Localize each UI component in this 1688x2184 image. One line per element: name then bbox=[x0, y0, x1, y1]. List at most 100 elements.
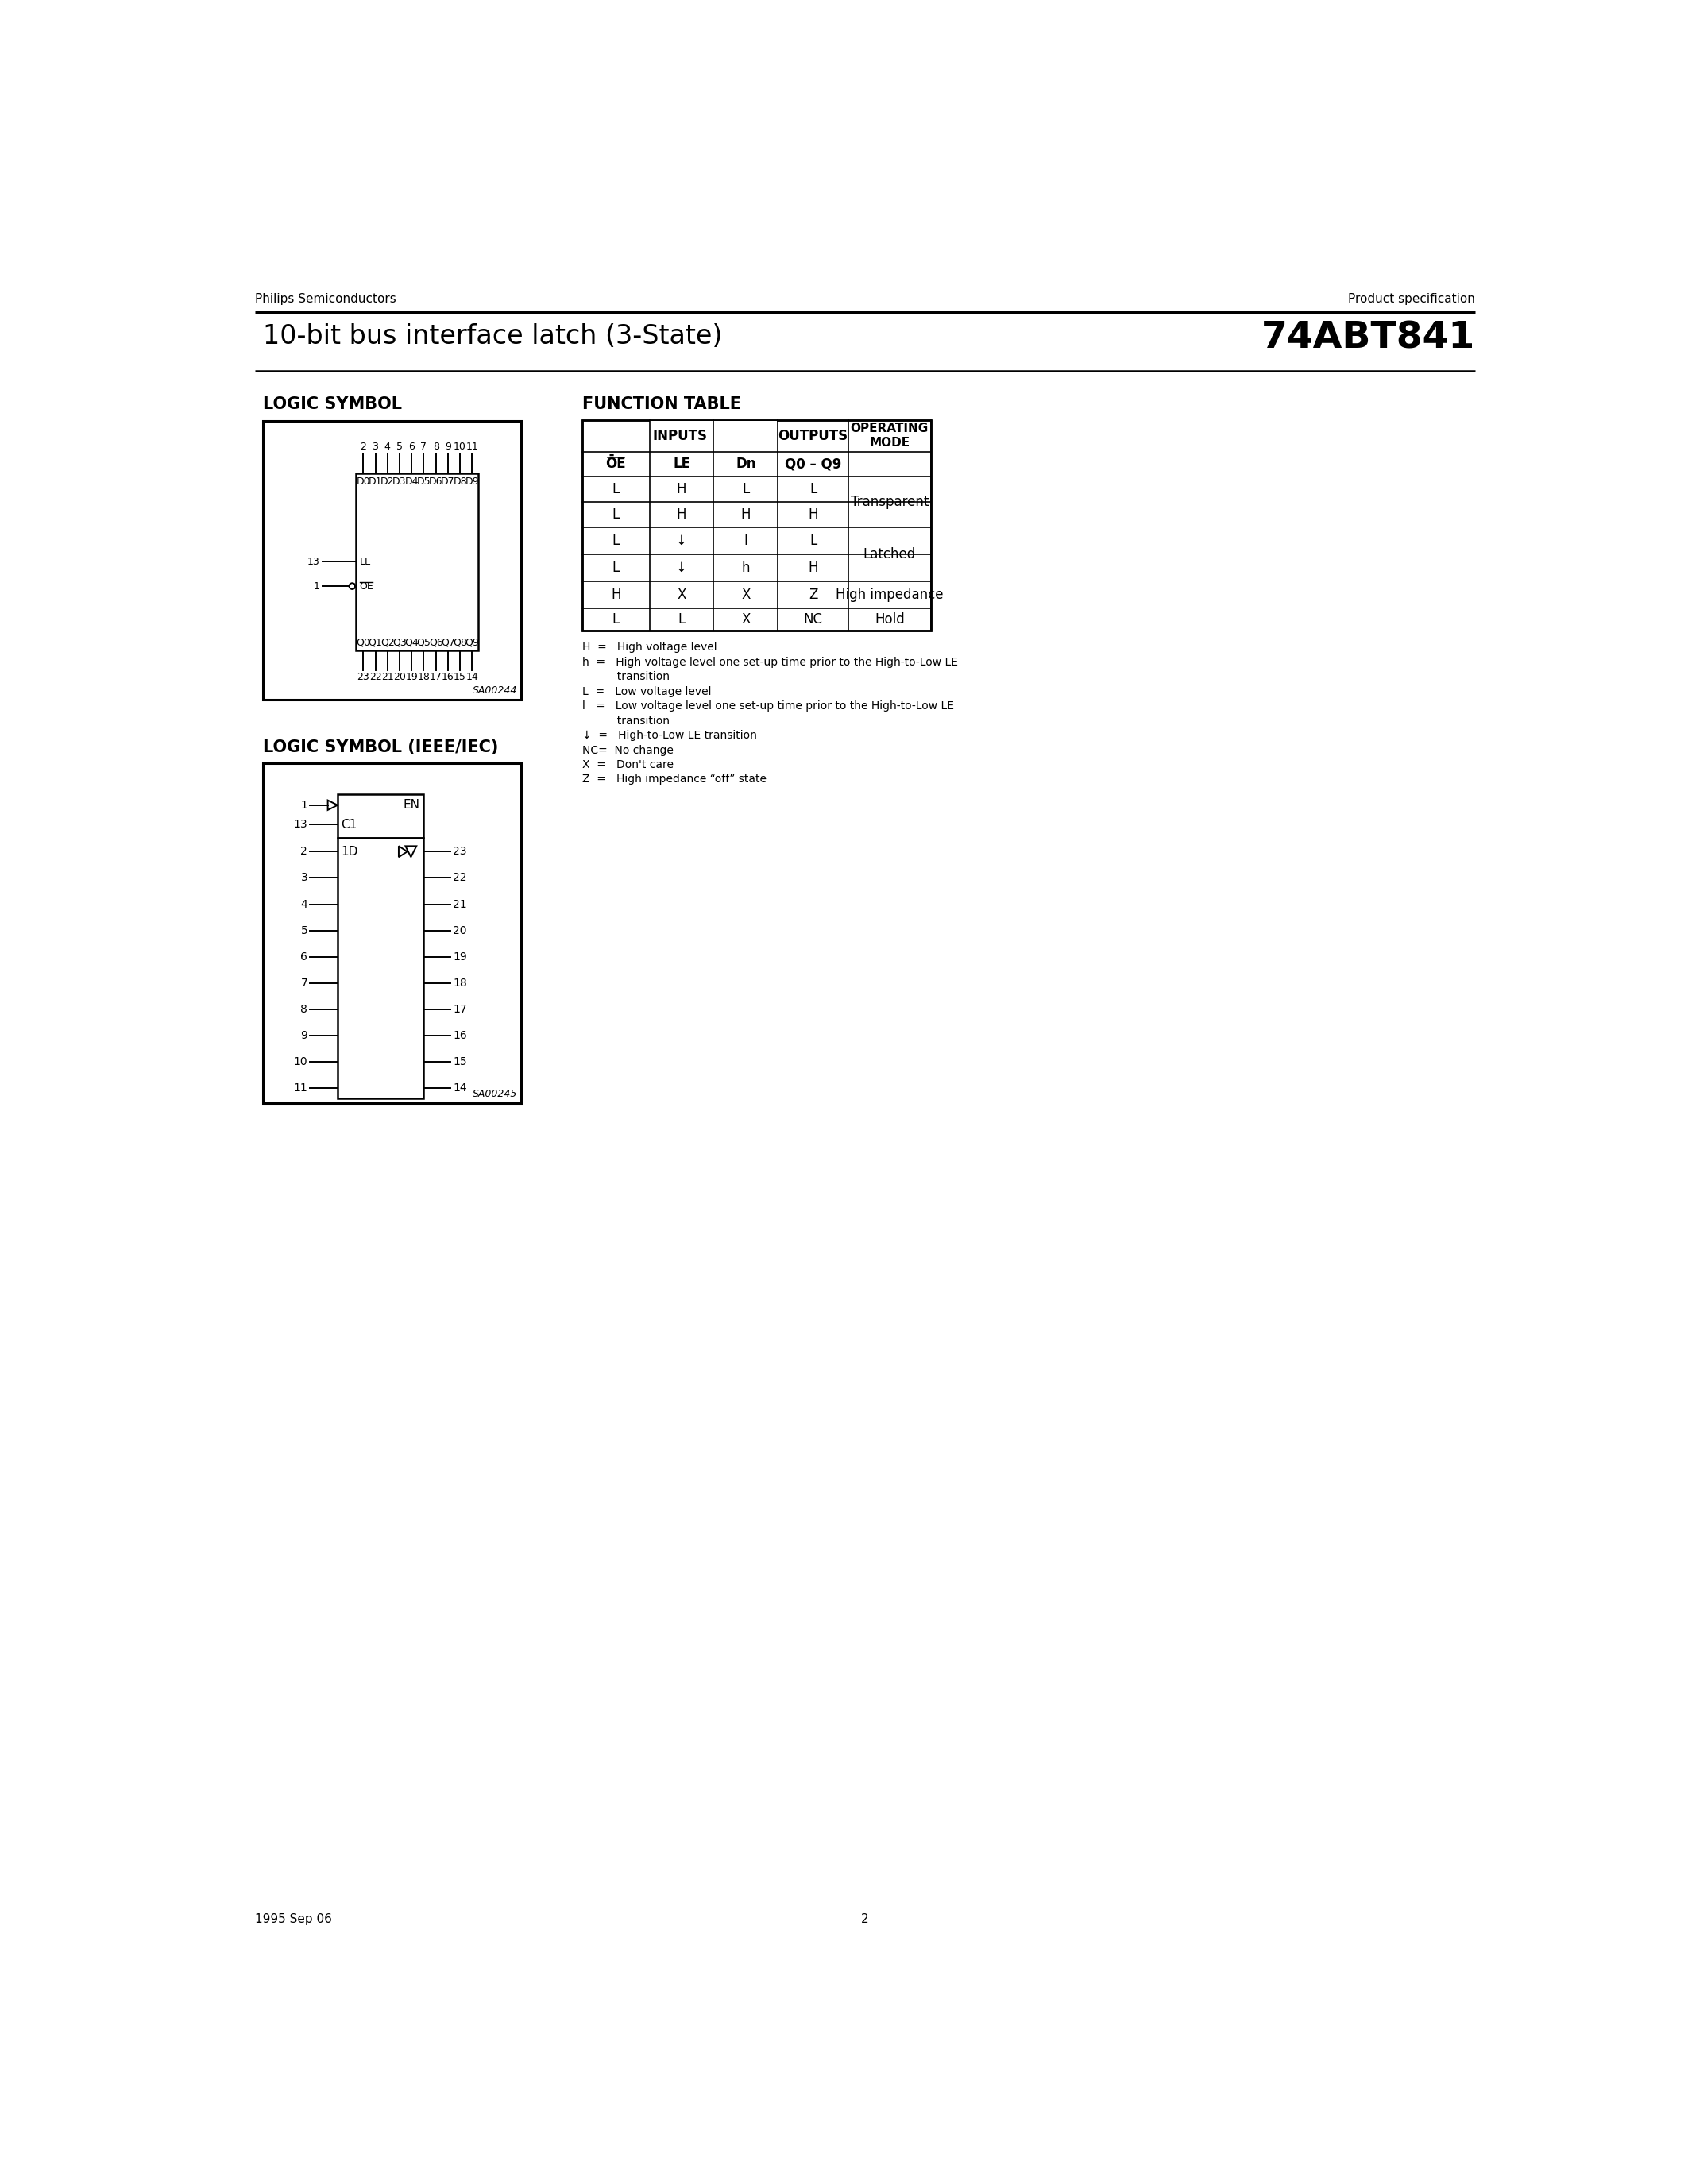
Text: 18: 18 bbox=[417, 673, 430, 681]
Text: Latched: Latched bbox=[863, 548, 917, 561]
Bar bbox=[338, 839, 424, 1099]
Text: Q8: Q8 bbox=[452, 638, 468, 646]
Text: 5: 5 bbox=[397, 441, 403, 452]
Text: D6: D6 bbox=[429, 476, 442, 487]
Text: Q4: Q4 bbox=[405, 638, 419, 646]
Text: 1: 1 bbox=[300, 799, 307, 810]
Text: 11: 11 bbox=[294, 1083, 307, 1094]
Text: D3: D3 bbox=[393, 476, 407, 487]
Text: 22: 22 bbox=[370, 673, 381, 681]
Text: H: H bbox=[677, 483, 687, 496]
Text: LOGIC SYMBOL (IEEE/IEC): LOGIC SYMBOL (IEEE/IEC) bbox=[263, 738, 498, 756]
Text: 18: 18 bbox=[452, 978, 468, 989]
Text: transition: transition bbox=[582, 670, 670, 681]
Text: 74ABT841: 74ABT841 bbox=[1261, 321, 1475, 356]
Text: 13: 13 bbox=[294, 819, 307, 830]
Bar bbox=[263, 764, 522, 1103]
Text: h  =   High voltage level one set-up time prior to the High-to-Low LE: h = High voltage level one set-up time p… bbox=[582, 657, 959, 668]
Text: Q7: Q7 bbox=[441, 638, 456, 646]
Text: FUNCTION TABLE: FUNCTION TABLE bbox=[582, 397, 741, 413]
Text: 10: 10 bbox=[294, 1057, 307, 1068]
Bar bbox=[338, 795, 424, 839]
Text: 2: 2 bbox=[861, 1913, 869, 1926]
Text: 2: 2 bbox=[360, 441, 366, 452]
Text: 14: 14 bbox=[466, 673, 478, 681]
Text: High impedance: High impedance bbox=[836, 587, 944, 603]
Text: 23: 23 bbox=[452, 845, 468, 856]
Bar bbox=[356, 474, 478, 651]
Text: 1: 1 bbox=[314, 581, 319, 592]
Text: 9: 9 bbox=[446, 441, 451, 452]
Text: Q5: Q5 bbox=[417, 638, 430, 646]
Text: 21: 21 bbox=[452, 898, 468, 911]
Text: X: X bbox=[677, 587, 685, 603]
Text: L: L bbox=[613, 561, 619, 574]
Text: 6: 6 bbox=[300, 952, 307, 963]
Text: 15: 15 bbox=[454, 673, 466, 681]
Text: 20: 20 bbox=[452, 924, 468, 937]
Text: l   =   Low voltage level one set-up time prior to the High-to-Low LE: l = Low voltage level one set-up time pr… bbox=[582, 701, 954, 712]
Text: ↓: ↓ bbox=[677, 533, 687, 548]
Text: NC=  No change: NC= No change bbox=[582, 745, 674, 756]
Text: 13: 13 bbox=[307, 557, 319, 568]
Text: 20: 20 bbox=[393, 673, 405, 681]
Text: 19: 19 bbox=[452, 952, 468, 963]
Text: X: X bbox=[741, 587, 751, 603]
Text: 16: 16 bbox=[442, 673, 454, 681]
Text: H  =   High voltage level: H = High voltage level bbox=[582, 642, 717, 653]
Text: EN: EN bbox=[403, 799, 420, 810]
Text: Philips Semiconductors: Philips Semiconductors bbox=[255, 293, 397, 304]
Text: 7: 7 bbox=[300, 978, 307, 989]
Text: L: L bbox=[613, 533, 619, 548]
Text: OPERATING
MODE: OPERATING MODE bbox=[851, 424, 928, 448]
Text: L: L bbox=[810, 483, 817, 496]
Text: 8: 8 bbox=[300, 1005, 307, 1016]
Text: SA00245: SA00245 bbox=[473, 1090, 518, 1099]
Text: 2: 2 bbox=[300, 845, 307, 856]
Text: LOGIC SYMBOL: LOGIC SYMBOL bbox=[263, 397, 402, 413]
Text: 9: 9 bbox=[300, 1031, 307, 1042]
Bar bbox=[582, 419, 930, 631]
Text: Q2: Q2 bbox=[380, 638, 395, 646]
Text: Z: Z bbox=[809, 587, 817, 603]
Text: Q0 – Q9: Q0 – Q9 bbox=[785, 456, 841, 472]
Text: H: H bbox=[677, 507, 687, 522]
Text: C1: C1 bbox=[341, 819, 358, 830]
Text: H: H bbox=[809, 561, 819, 574]
Text: D1: D1 bbox=[368, 476, 381, 487]
Text: H: H bbox=[611, 587, 621, 603]
Text: OUTPUTS: OUTPUTS bbox=[778, 428, 847, 443]
Text: Transparent: Transparent bbox=[851, 494, 928, 509]
Text: transition: transition bbox=[582, 714, 670, 727]
Text: Q0: Q0 bbox=[356, 638, 370, 646]
Text: l: l bbox=[744, 533, 748, 548]
Text: Q1: Q1 bbox=[368, 638, 383, 646]
Text: Product specification: Product specification bbox=[1349, 293, 1475, 304]
Text: X  =   Don't care: X = Don't care bbox=[582, 760, 674, 771]
Text: 19: 19 bbox=[405, 673, 419, 681]
Text: ↓  =   High-to-Low LE transition: ↓ = High-to-Low LE transition bbox=[582, 729, 756, 740]
Text: h: h bbox=[741, 561, 749, 574]
Text: 11: 11 bbox=[466, 441, 478, 452]
Text: LE: LE bbox=[360, 557, 371, 568]
Text: H: H bbox=[809, 507, 819, 522]
Text: OE: OE bbox=[360, 581, 373, 592]
Text: Dn: Dn bbox=[736, 456, 756, 472]
Text: 4: 4 bbox=[385, 441, 390, 452]
Text: LE: LE bbox=[674, 456, 690, 472]
Text: L: L bbox=[743, 483, 749, 496]
Text: SA00244: SA00244 bbox=[473, 686, 518, 697]
Text: Q6: Q6 bbox=[429, 638, 442, 646]
Text: Z  =   High impedance “off” state: Z = High impedance “off” state bbox=[582, 773, 766, 784]
Text: ↓: ↓ bbox=[677, 561, 687, 574]
Text: 23: 23 bbox=[356, 673, 370, 681]
Text: D4: D4 bbox=[405, 476, 419, 487]
Bar bbox=[582, 419, 930, 631]
Bar bbox=[263, 422, 522, 699]
Text: H: H bbox=[741, 507, 751, 522]
Text: L: L bbox=[613, 612, 619, 627]
Text: 22: 22 bbox=[452, 871, 468, 885]
Text: 3: 3 bbox=[300, 871, 307, 885]
Text: 3: 3 bbox=[373, 441, 378, 452]
Text: Q3: Q3 bbox=[393, 638, 407, 646]
